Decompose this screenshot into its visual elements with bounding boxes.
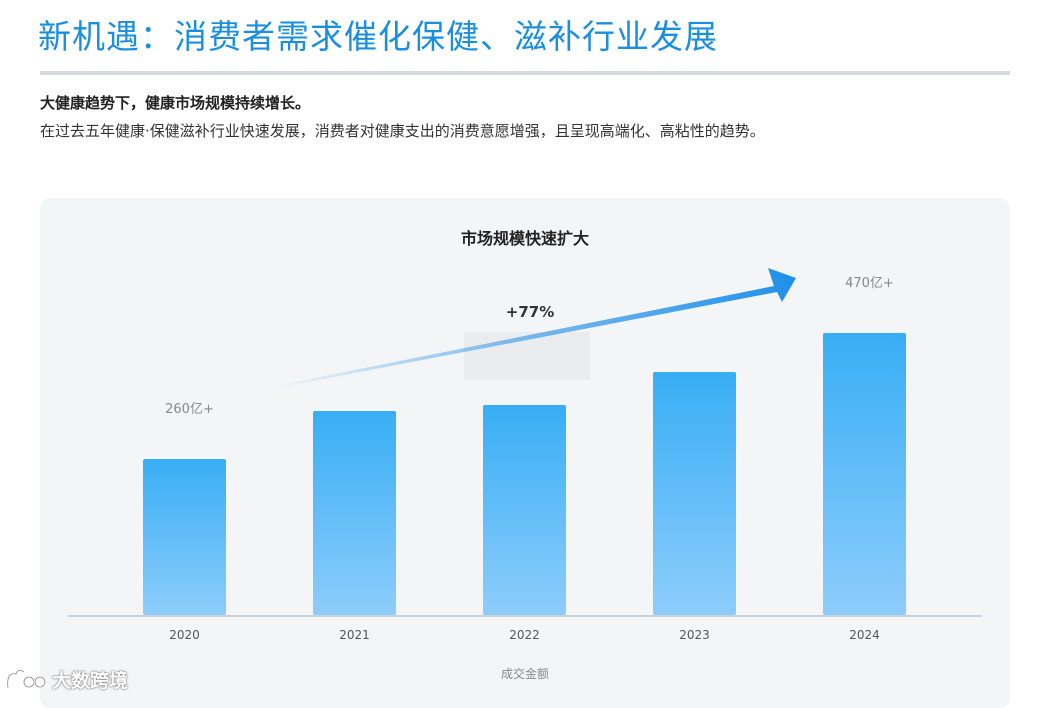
x-tick-label-2021: 2021 (339, 628, 370, 642)
x-tick-label-2022: 2022 (509, 628, 540, 642)
page-title: 新机遇：消费者需求催化保健、滋补行业发展 (38, 17, 718, 56)
intro-body: 在过去五年健康·保健滋补行业快速发展，消费者对健康支出的消费意愿增强，且呈现高端… (40, 122, 765, 140)
growth-arrow-icon (270, 268, 796, 389)
intro-headline: 大健康趋势下，健康市场规模持续增长。 (40, 94, 311, 112)
data-label-2024: 470亿+ (845, 276, 894, 291)
x-tick-label-2024: 2024 (849, 628, 880, 642)
brand-logo-icon (6, 669, 46, 689)
market-size-bar-chart: 市场规模快速扩大 +77% 2020 260亿+ 2021 2022 2023 2024 4… (68, 229, 982, 681)
x-tick-label-2023: 2023 (679, 628, 710, 642)
bar-2020 (143, 459, 226, 615)
brand-watermark: 大数跨境 (4, 664, 128, 694)
chart-title: 市场规模快速扩大 (461, 229, 589, 248)
data-label-2020: 260亿+ (165, 402, 214, 417)
bar-2023 (653, 372, 736, 615)
x-tick-label-2020: 2020 (169, 628, 200, 642)
bar-2024 (823, 333, 906, 615)
chart-panel: 市场规模快速扩大 +77% 2020 260亿+ 2021 2022 2023 2024 4… (40, 198, 1010, 708)
annotation-highlight (464, 332, 590, 380)
x-axis-label: 成交金额 (501, 666, 549, 681)
bar-2021 (313, 411, 396, 615)
growth-annotation: +77% (506, 303, 554, 321)
title-divider (40, 71, 1010, 75)
bar-2022 (483, 405, 566, 615)
brand-watermark-text: 大数跨境 (52, 669, 129, 692)
